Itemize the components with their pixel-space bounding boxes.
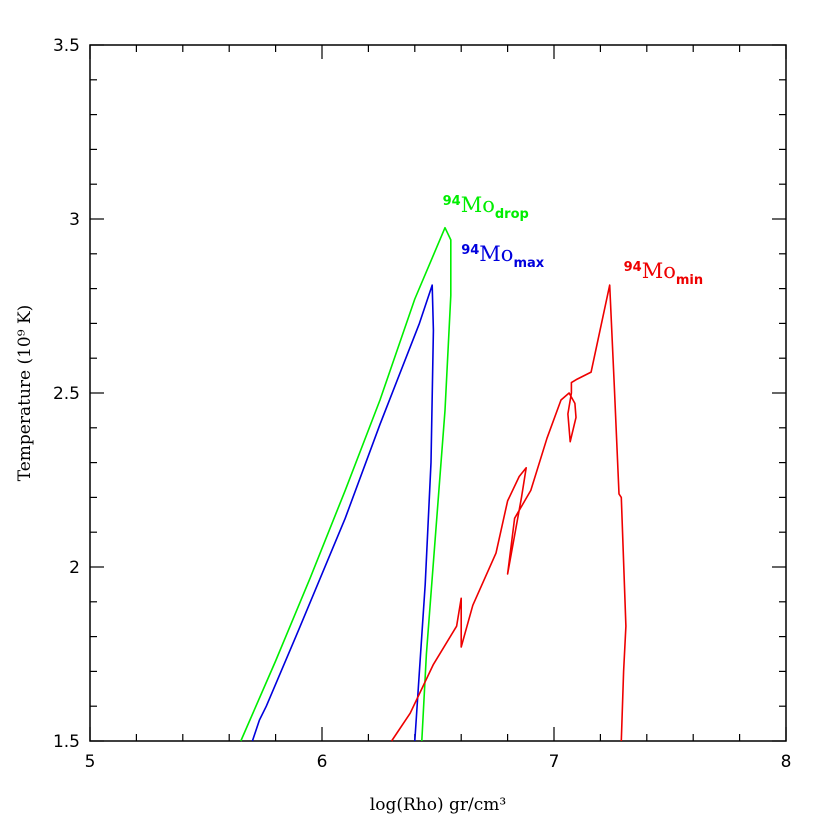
label-element: Mo <box>642 259 676 283</box>
series-label-drop: 94Modrop <box>443 193 529 222</box>
x-axis-title: log(Rho) gr/cm³ <box>370 795 506 815</box>
y-tick-labels: 1.5 2 2.5 3 3.5 <box>53 36 80 752</box>
series-line-max <box>251 284 435 742</box>
label-subscript: max <box>513 256 544 271</box>
series-label-min: 94Momin <box>624 259 704 288</box>
major-ticks <box>89 44 787 742</box>
label-subscript: min <box>676 273 703 288</box>
y-tick-label: 1.5 <box>53 732 80 752</box>
y-tick-label: 2.5 <box>53 384 80 404</box>
series-label-max: 94Momax <box>461 242 545 271</box>
label-mass-number: 94 <box>443 194 461 209</box>
label-subscript: drop <box>495 207 529 222</box>
y-axis-title: Temperature (10⁹ K) <box>15 305 35 482</box>
x-tick-labels: 5 6 7 8 <box>85 752 792 772</box>
label-mass-number: 94 <box>461 243 479 258</box>
plot-frame <box>89 44 787 742</box>
label-mass-number: 94 <box>624 260 642 275</box>
series-line-min <box>390 284 627 742</box>
minor-ticks <box>90 45 786 741</box>
series-line-drop <box>240 226 452 742</box>
x-tick-label: 5 <box>85 752 96 772</box>
label-element: Mo <box>461 193 495 217</box>
y-tick-label: 3.5 <box>53 36 80 56</box>
x-tick-label: 8 <box>781 752 792 772</box>
y-tick-label: 2 <box>69 558 80 578</box>
series-lines <box>240 226 627 742</box>
y-tick-label: 3 <box>69 210 80 230</box>
label-element: Mo <box>479 242 513 266</box>
x-tick-label: 7 <box>549 752 560 772</box>
x-tick-label: 6 <box>317 752 328 772</box>
